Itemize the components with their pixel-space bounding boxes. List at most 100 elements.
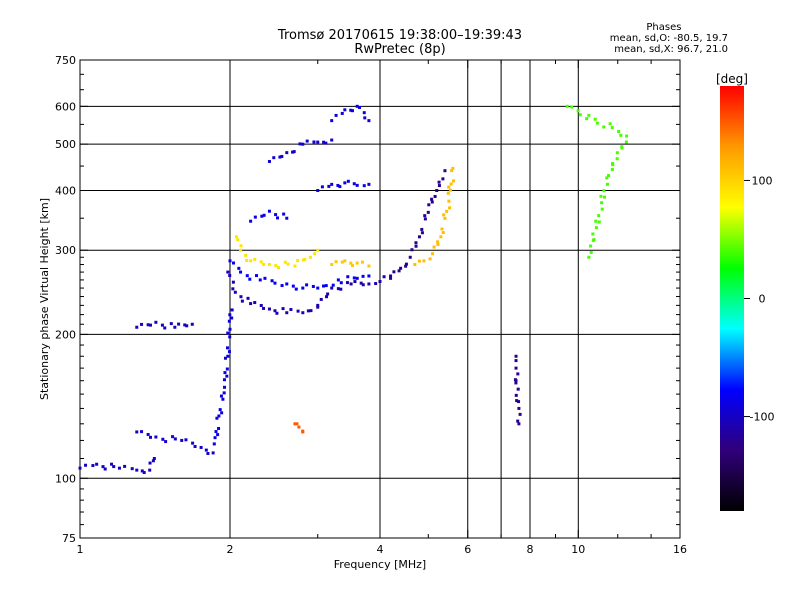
data-point bbox=[267, 307, 271, 311]
data-point bbox=[160, 323, 164, 327]
data-point bbox=[346, 179, 350, 183]
data-point bbox=[320, 185, 324, 189]
data-point bbox=[225, 346, 229, 350]
colorbar bbox=[720, 86, 744, 511]
data-point bbox=[149, 323, 153, 327]
data-point bbox=[330, 286, 334, 290]
data-point bbox=[359, 281, 363, 285]
data-point bbox=[360, 260, 364, 264]
data-point bbox=[222, 378, 226, 382]
data-point bbox=[316, 305, 320, 309]
data-point bbox=[404, 264, 408, 268]
data-point bbox=[286, 262, 290, 266]
data-point bbox=[230, 316, 234, 320]
data-point bbox=[306, 309, 310, 313]
data-point bbox=[237, 266, 241, 270]
y-tick-label: 600 bbox=[55, 100, 76, 113]
data-point bbox=[514, 366, 518, 370]
data-point bbox=[152, 456, 156, 460]
data-point bbox=[363, 116, 367, 120]
data-point bbox=[516, 387, 520, 391]
data-point bbox=[309, 309, 313, 313]
data-point bbox=[447, 199, 451, 203]
data-point bbox=[441, 231, 445, 235]
data-point bbox=[327, 184, 331, 188]
data-point bbox=[285, 216, 289, 220]
data-point bbox=[234, 235, 238, 239]
data-point bbox=[225, 374, 229, 378]
data-point bbox=[193, 445, 197, 449]
data-point bbox=[565, 104, 569, 108]
data-point bbox=[259, 303, 263, 307]
data-point bbox=[367, 264, 371, 268]
data-point bbox=[228, 327, 232, 331]
data-point bbox=[594, 219, 598, 223]
data-point bbox=[330, 138, 334, 142]
data-point bbox=[423, 217, 427, 221]
data-point bbox=[625, 134, 629, 138]
data-point bbox=[324, 284, 328, 288]
data-point bbox=[146, 323, 150, 327]
data-point bbox=[110, 462, 114, 466]
y-tick-label: 400 bbox=[55, 184, 76, 197]
data-point bbox=[445, 209, 449, 213]
colorbar-tick-label: 100 bbox=[752, 174, 773, 187]
data-point bbox=[239, 248, 243, 252]
data-point bbox=[298, 142, 302, 146]
data-point bbox=[316, 303, 320, 307]
data-point bbox=[154, 320, 158, 324]
data-point bbox=[231, 280, 235, 284]
data-point bbox=[305, 139, 309, 143]
data-point bbox=[291, 150, 295, 154]
data-point bbox=[260, 214, 264, 218]
data-point bbox=[226, 270, 230, 274]
data-point bbox=[378, 280, 382, 284]
data-point bbox=[340, 111, 344, 115]
data-point bbox=[417, 259, 421, 263]
data-point bbox=[443, 216, 447, 220]
data-point bbox=[135, 325, 139, 329]
data-point bbox=[140, 322, 144, 326]
data-point bbox=[249, 259, 253, 263]
data-point bbox=[211, 451, 215, 455]
data-point bbox=[301, 311, 305, 315]
data-point bbox=[285, 282, 289, 286]
data-point bbox=[442, 213, 446, 217]
data-point bbox=[367, 119, 371, 123]
data-point bbox=[245, 274, 249, 278]
data-point bbox=[353, 280, 357, 284]
data-point bbox=[570, 105, 574, 109]
data-point bbox=[123, 464, 127, 468]
data-point bbox=[148, 468, 152, 472]
colorbar-label: [deg] bbox=[716, 72, 748, 86]
data-point bbox=[591, 232, 595, 236]
data-point bbox=[270, 279, 274, 283]
chart-subtitle: RwPretec (8p) bbox=[354, 42, 446, 57]
data-point bbox=[417, 235, 421, 239]
data-point bbox=[296, 259, 300, 263]
data-point bbox=[352, 276, 356, 280]
data-point bbox=[427, 203, 431, 207]
data-point bbox=[610, 167, 614, 171]
data-point bbox=[297, 425, 301, 429]
x-tick-label: 10 bbox=[571, 543, 585, 556]
data-point bbox=[518, 412, 522, 416]
data-point bbox=[443, 169, 447, 173]
data-point bbox=[408, 255, 412, 259]
data-point bbox=[173, 437, 177, 441]
data-point bbox=[228, 274, 232, 278]
data-point bbox=[340, 260, 344, 264]
data-point bbox=[142, 471, 146, 475]
data-point bbox=[231, 287, 235, 291]
data-point bbox=[624, 140, 628, 144]
data-point bbox=[430, 197, 434, 201]
data-point bbox=[358, 106, 362, 110]
data-point bbox=[389, 276, 393, 280]
data-point bbox=[605, 182, 609, 186]
data-point bbox=[262, 262, 266, 266]
data-point bbox=[185, 324, 189, 328]
x-tick-label: 2 bbox=[227, 543, 234, 556]
data-point bbox=[275, 311, 279, 315]
data-point bbox=[274, 213, 278, 217]
